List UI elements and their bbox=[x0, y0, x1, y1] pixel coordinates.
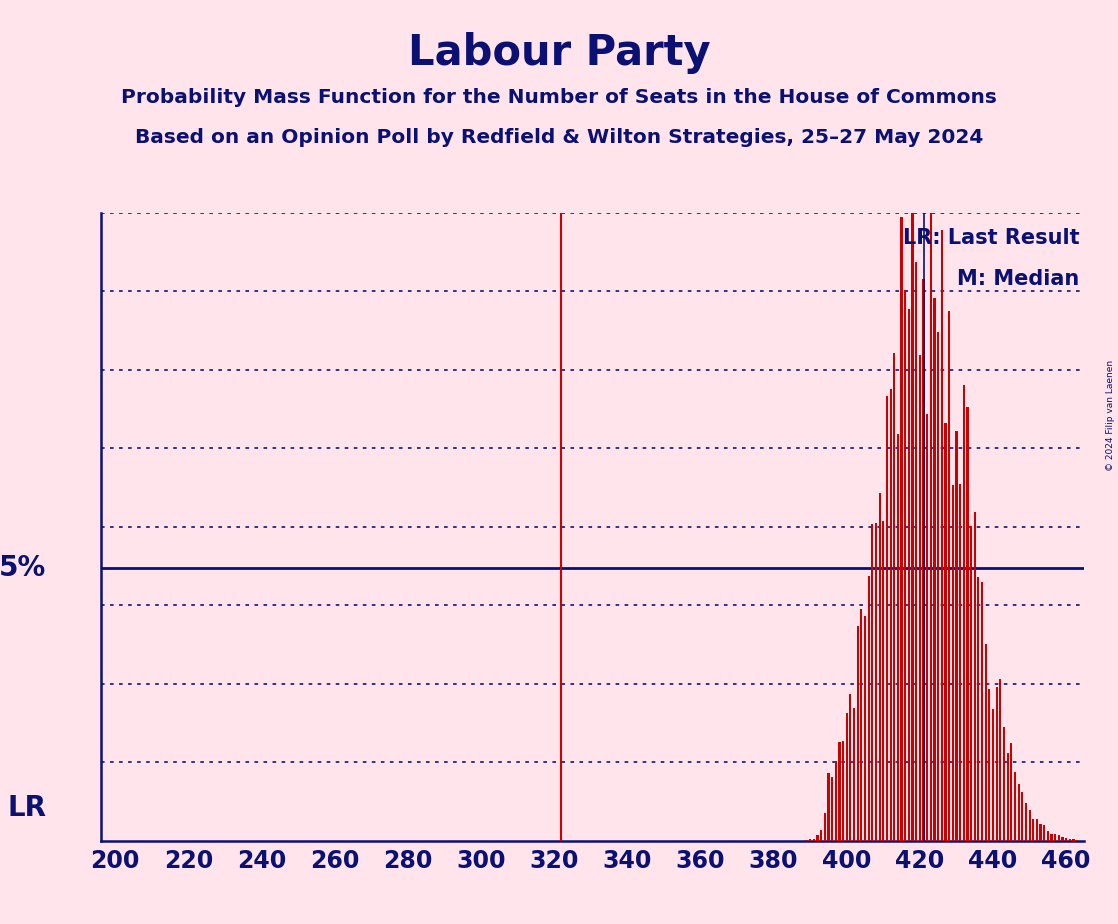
Bar bbox=[856, 626, 859, 841]
Bar bbox=[999, 679, 1002, 841]
Bar bbox=[934, 298, 936, 841]
Text: Probability Mass Function for the Number of Seats in the House of Commons: Probability Mass Function for the Number… bbox=[121, 88, 997, 107]
Bar bbox=[985, 644, 987, 841]
Bar bbox=[1061, 837, 1063, 841]
Bar bbox=[1011, 743, 1013, 841]
Bar bbox=[827, 773, 830, 841]
Bar bbox=[996, 687, 997, 841]
Bar bbox=[916, 262, 917, 841]
Bar bbox=[908, 309, 910, 841]
Bar bbox=[809, 839, 812, 841]
Bar bbox=[959, 484, 961, 841]
Bar bbox=[890, 389, 892, 841]
Bar bbox=[940, 230, 942, 841]
Bar bbox=[1025, 803, 1027, 841]
Bar bbox=[1054, 834, 1057, 841]
Bar bbox=[816, 835, 818, 841]
Text: Based on an Opinion Poll by Redfield & Wilton Strategies, 25–27 May 2024: Based on an Opinion Poll by Redfield & W… bbox=[135, 128, 983, 147]
Bar bbox=[974, 512, 976, 841]
Bar bbox=[824, 813, 826, 841]
Bar bbox=[1046, 831, 1049, 841]
Bar bbox=[845, 713, 847, 841]
Bar bbox=[966, 407, 968, 841]
Bar bbox=[963, 385, 965, 841]
Bar bbox=[980, 582, 983, 841]
Bar bbox=[1006, 753, 1008, 841]
Bar bbox=[1051, 834, 1053, 841]
Text: Labour Party: Labour Party bbox=[408, 32, 710, 74]
Bar bbox=[879, 493, 881, 841]
Bar bbox=[864, 616, 866, 841]
Text: LR: Last Result: LR: Last Result bbox=[903, 228, 1080, 249]
Bar bbox=[919, 355, 921, 841]
Bar bbox=[988, 688, 991, 841]
Bar bbox=[951, 485, 954, 841]
Bar bbox=[1014, 772, 1016, 841]
Bar bbox=[922, 279, 925, 841]
Bar bbox=[930, 186, 932, 841]
Bar bbox=[948, 311, 950, 841]
Bar bbox=[904, 290, 907, 841]
Text: LR: LR bbox=[8, 794, 47, 822]
Bar bbox=[1032, 820, 1034, 841]
Bar bbox=[1043, 825, 1045, 841]
Bar bbox=[831, 777, 833, 841]
Text: © 2024 Filip van Laenen: © 2024 Filip van Laenen bbox=[1106, 360, 1115, 471]
Bar bbox=[1003, 727, 1005, 841]
Bar bbox=[1040, 824, 1042, 841]
Bar bbox=[897, 434, 899, 841]
Bar bbox=[977, 577, 979, 841]
Bar bbox=[875, 523, 878, 841]
Bar bbox=[893, 353, 896, 841]
Bar bbox=[853, 708, 855, 841]
Bar bbox=[956, 431, 957, 841]
Bar bbox=[937, 333, 939, 841]
Bar bbox=[1021, 793, 1023, 841]
Bar bbox=[885, 396, 888, 841]
Bar bbox=[900, 217, 902, 841]
Bar bbox=[992, 709, 994, 841]
Bar bbox=[835, 760, 837, 841]
Bar bbox=[970, 526, 973, 841]
Bar bbox=[868, 577, 870, 841]
Bar bbox=[1029, 810, 1031, 841]
Text: 5%: 5% bbox=[0, 553, 47, 581]
Bar bbox=[945, 423, 947, 841]
Bar bbox=[882, 521, 884, 841]
Bar bbox=[1035, 819, 1038, 841]
Bar bbox=[819, 830, 822, 841]
Bar bbox=[813, 839, 815, 841]
Bar bbox=[842, 741, 844, 841]
Bar bbox=[1069, 839, 1071, 841]
Bar bbox=[850, 694, 852, 841]
Bar bbox=[838, 742, 841, 841]
Bar bbox=[911, 129, 913, 841]
Bar bbox=[860, 609, 862, 841]
Bar bbox=[1017, 784, 1020, 841]
Text: M: Median: M: Median bbox=[957, 269, 1080, 289]
Bar bbox=[926, 414, 928, 841]
Bar bbox=[871, 524, 873, 841]
Bar bbox=[1058, 834, 1060, 841]
Bar bbox=[1065, 838, 1068, 841]
Bar bbox=[1072, 839, 1074, 841]
